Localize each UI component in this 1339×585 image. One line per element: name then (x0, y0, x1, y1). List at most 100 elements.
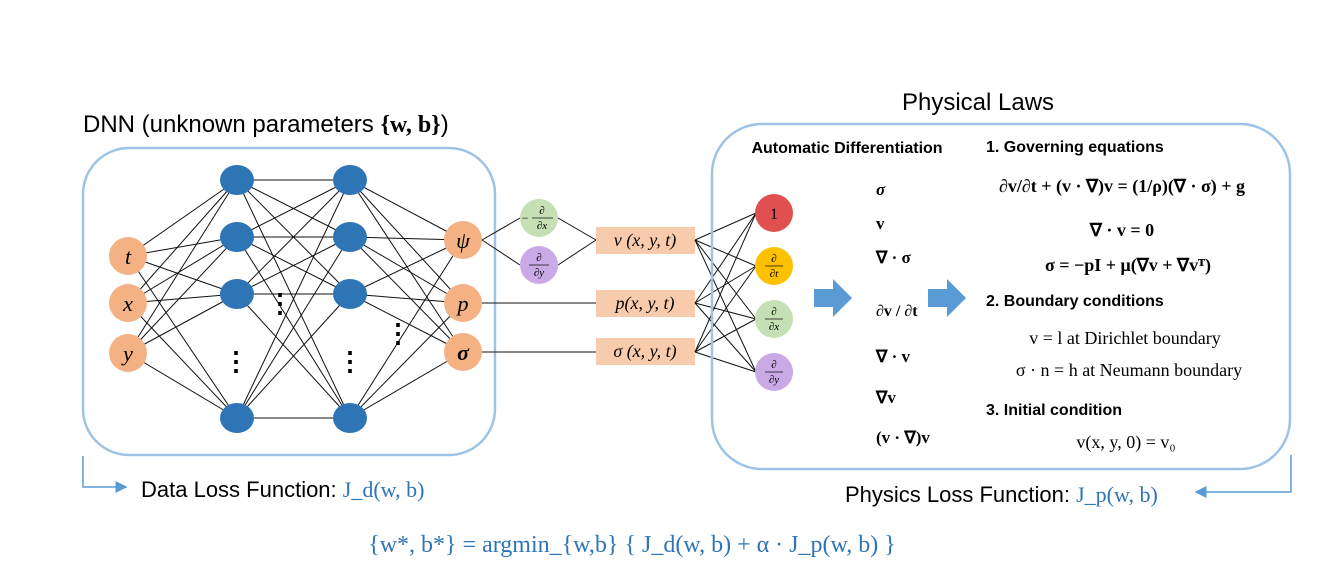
ad-node-dx-num: ∂ (771, 306, 776, 318)
output-node-p (444, 284, 482, 322)
physics-loss-connector (1194, 455, 1292, 498)
connection-line (127, 179, 238, 257)
connection-line (694, 351, 757, 373)
block-arrow-to-ad (814, 279, 852, 317)
output-node-psi (444, 221, 482, 259)
connection-line (236, 236, 351, 295)
hidden-neuron-layer2 (333, 165, 367, 195)
ad-node-dy-num: ∂ (771, 359, 776, 371)
connection-line (694, 318, 757, 353)
hidden-layers (220, 165, 367, 433)
connection-line (694, 239, 757, 320)
data-loss-text: Data Loss Function: J_d(w, b) (141, 477, 424, 502)
dnn-title: DNN (unknown parameters {w, b}) (83, 111, 449, 138)
input-label-y: y (121, 341, 133, 366)
neg-d-dx-den: ∂x (537, 220, 547, 232)
stress-field-box (596, 338, 695, 365)
connection-line (236, 293, 351, 419)
connection-line (694, 239, 757, 373)
physical-laws-container (710, 122, 1292, 471)
output-label-psi: ψ (456, 228, 470, 253)
dnn-container (81, 146, 497, 457)
connection-line (236, 179, 351, 238)
connection-line (127, 255, 238, 295)
hidden-neuron-layer1 (220, 403, 254, 433)
neg-d-dx-minus: − (522, 211, 529, 225)
initial-condition: v(x, y, 0) = v₀ (1076, 432, 1175, 453)
governing-eq-constitutive: σ = −pI + μ(∇v + ∇vᵀ) (1045, 255, 1211, 276)
connection-line (349, 236, 464, 353)
output-label-sigma: σ (457, 340, 470, 365)
velocity-field-box (596, 227, 695, 254)
network-connections (127, 179, 464, 419)
connection-line (694, 265, 757, 353)
ad-term-dvdt: ∂v / ∂t (876, 303, 918, 320)
ad-node-dy-den: ∂y (769, 374, 779, 386)
connection-line (349, 293, 464, 353)
hidden-neuron-layer2 (333, 279, 367, 309)
input-node-y (109, 334, 147, 372)
field-boxes: v (x, y, t) p(x, y, t) σ (x, y, t) (596, 227, 695, 365)
hidden-neuron-layer2 (333, 222, 367, 252)
ad-terms: σ v ∇ · σ ∂v / ∂t ∇ · v ∇v (v · ∇)v (875, 180, 930, 447)
output-label-p: p (456, 291, 469, 316)
connection-line (127, 293, 238, 354)
output-ellipsis: ⋮ (385, 319, 411, 348)
ad-term-grad-v: ∇v (875, 388, 896, 407)
connection-line (349, 179, 464, 241)
connection-line (694, 212, 757, 241)
connection-line (694, 212, 757, 353)
connection-line (694, 212, 757, 304)
ad-node-dt-num: ∂ (771, 253, 776, 265)
ad-node-identity (755, 194, 793, 232)
connection-line (349, 302, 464, 419)
ad-node-dx-den: ∂x (769, 321, 779, 333)
layer1-ellipsis: ⋮ (223, 347, 249, 376)
hidden-neuron-layer1 (220, 222, 254, 252)
pressure-field-box (596, 290, 695, 317)
connection-line (694, 265, 757, 304)
boundary-header: 2. Boundary conditions (986, 293, 1164, 310)
connection-line (694, 239, 757, 267)
input-node-x (109, 284, 147, 322)
hidden-neuron-layer2 (333, 403, 367, 433)
connection-line (694, 302, 757, 373)
stream-derivatives (481, 217, 597, 353)
layer2-ellipsis: ⋮ (337, 347, 363, 376)
hidden-neuron-layer1 (220, 279, 254, 309)
d-dy-den: ∂y (534, 267, 544, 279)
ad-header: Automatic Differentiation (751, 140, 942, 157)
ad-term-div-sigma: ∇ · σ (875, 248, 912, 267)
connection-line (127, 236, 238, 354)
ad-term-v: v (876, 214, 885, 233)
physics-loss-text: Physics Loss Function: J_p(w, b) (845, 482, 1158, 507)
data-loss-connector (82, 456, 128, 493)
connection-line (127, 352, 238, 419)
governing-header: 1. Governing equations (986, 139, 1164, 156)
block-arrow-to-laws (928, 279, 966, 317)
dirichlet-condition: v = l at Dirichlet boundary (1029, 328, 1221, 348)
ad-node-identity-label: 1 (770, 206, 778, 223)
connection-line (127, 179, 238, 354)
neumann-condition: σ · n = h at Neumann boundary (1016, 360, 1242, 380)
governing-eq-continuity: ∇ · v = 0 (1089, 220, 1154, 240)
hidden-neuron-layer1 (220, 165, 254, 195)
connection-line (127, 236, 238, 304)
physical-laws-title: Physical Laws (902, 89, 1054, 116)
initial-header: 3. Initial condition (986, 402, 1122, 419)
ad-node-dt-den: ∂t (770, 268, 779, 280)
pressure-field-label: p(x, y, t) (614, 293, 675, 314)
input-layer: t x y (109, 237, 147, 372)
input-label-t: t (125, 244, 132, 269)
ad-connections (694, 212, 757, 373)
connection-line (236, 179, 351, 419)
connection-line (236, 236, 351, 419)
neg-d-dx-num: ∂ (539, 205, 544, 217)
d-dy-num: ∂ (536, 252, 541, 264)
ad-term-convective: (v · ∇)v (876, 428, 930, 447)
output-layer: ψ p σ (444, 221, 482, 371)
between-ellipsis: ⋮ (267, 289, 293, 318)
connection-line (694, 302, 757, 320)
connection-line (127, 179, 238, 304)
